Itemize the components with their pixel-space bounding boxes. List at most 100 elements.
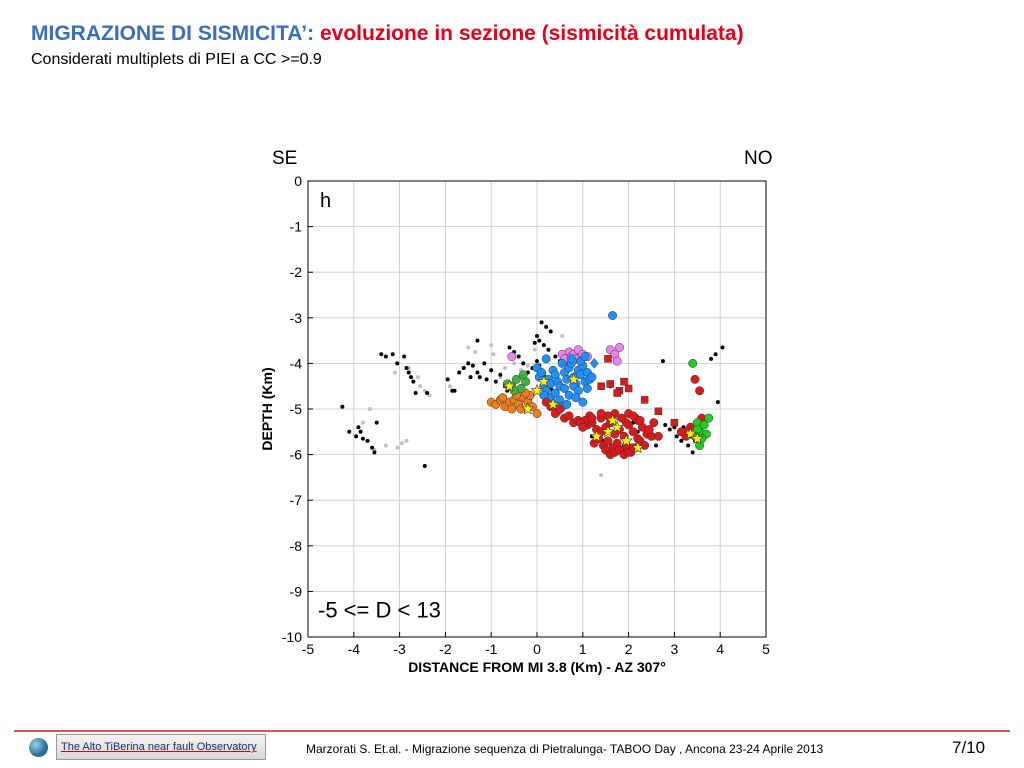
data-point <box>537 374 551 388</box>
data-point <box>587 413 597 423</box>
data-point <box>484 377 489 382</box>
y-tick-label: -2 <box>290 264 303 280</box>
data-point <box>578 397 588 407</box>
data-point <box>498 372 503 377</box>
data-point <box>709 356 714 361</box>
data-point <box>654 407 663 416</box>
data-point <box>713 352 718 357</box>
data-point <box>521 402 535 415</box>
data-point <box>679 438 684 443</box>
data-point <box>493 379 498 384</box>
data-point <box>475 338 480 343</box>
slide-title-main: MIGRAZIONE DI SISMICITA’: <box>31 22 315 45</box>
y-tick-label: -5 <box>290 401 303 417</box>
data-point <box>667 427 672 432</box>
data-point <box>619 434 633 447</box>
chart-ticks: -5 -4 -3 -2 -1 0 1 2 3 4 50-1-2-3-4-5-6-7-8-9-10 <box>282 173 770 657</box>
data-point <box>566 354 576 364</box>
data-point <box>604 355 612 363</box>
data-point <box>690 431 704 445</box>
data-point <box>601 425 615 438</box>
data-point <box>425 391 430 396</box>
data-point <box>418 384 423 389</box>
data-point <box>347 429 352 434</box>
slide-title-sub: evoluzione in sezione (sismicità cumulat… <box>319 22 744 45</box>
data-point <box>720 345 725 350</box>
data-point <box>422 464 427 468</box>
data-point <box>404 365 409 370</box>
data-point <box>413 391 418 396</box>
y-axis-label: DEPTH (Km) <box>259 367 275 450</box>
data-point <box>690 374 700 384</box>
data-point <box>660 359 665 364</box>
y-tick-label: -6 <box>290 447 303 463</box>
data-point <box>466 361 471 366</box>
data-point <box>489 368 494 373</box>
data-point <box>628 411 638 421</box>
data-point <box>635 415 645 425</box>
data-point <box>402 354 407 359</box>
data-point <box>372 450 377 455</box>
page-number: 7/10 <box>952 738 986 757</box>
data-point <box>452 388 457 393</box>
data-point <box>550 388 560 398</box>
data-point <box>468 375 473 380</box>
data-point <box>354 434 359 439</box>
data-point <box>475 370 480 375</box>
data-point <box>502 365 507 370</box>
data-point <box>518 370 528 380</box>
chart-grid <box>307 180 767 638</box>
data-point <box>521 361 526 366</box>
y-tick-label: -9 <box>290 583 303 599</box>
data-point <box>541 343 546 348</box>
y-tick-label: -1 <box>290 219 303 235</box>
data-point <box>631 441 645 454</box>
data-point <box>654 443 659 448</box>
x-tick-label: 3 <box>671 641 679 657</box>
chart-points <box>340 311 725 478</box>
y-tick-label: -8 <box>290 538 303 554</box>
data-point <box>358 429 363 434</box>
data-point <box>461 365 466 370</box>
data-point <box>532 409 542 419</box>
data-point <box>688 358 698 368</box>
data-point <box>415 375 420 380</box>
x-tick-label: -5 <box>302 641 315 657</box>
data-point <box>535 334 539 339</box>
data-point <box>406 370 411 375</box>
data-point <box>562 399 572 409</box>
y-tick-label: 0 <box>294 173 302 189</box>
footer-citation: Marzorati S. Et.al. - Migrazione sequenz… <box>306 742 824 756</box>
data-point <box>587 372 597 382</box>
data-point <box>404 438 409 443</box>
y-tick-label: -7 <box>290 492 303 508</box>
data-point <box>445 377 450 382</box>
data-point <box>557 358 567 368</box>
data-point <box>539 320 544 325</box>
data-point <box>491 352 496 357</box>
x-tick-label: 1 <box>579 641 587 657</box>
data-point <box>596 409 606 419</box>
footer-divider <box>14 730 1010 732</box>
data-point <box>578 422 588 432</box>
chart-annotation: -5 <= D < 13 <box>318 598 441 623</box>
data-point <box>599 473 604 478</box>
globe-logo-icon <box>29 738 48 757</box>
data-point <box>571 393 581 403</box>
data-point <box>399 441 404 446</box>
data-point <box>546 347 551 352</box>
data-point <box>507 352 517 362</box>
data-point <box>699 420 709 430</box>
data-point <box>541 354 551 364</box>
y-tick-label: -4 <box>290 355 303 371</box>
data-point <box>606 413 620 426</box>
data-point <box>532 347 537 352</box>
data-point <box>544 324 549 329</box>
data-point <box>560 384 569 393</box>
direction-label-se: SE <box>272 148 298 169</box>
slide-subtitle: Considerati multiplets di PIEI a CC >=0.… <box>31 51 322 68</box>
data-point <box>621 418 631 428</box>
data-point <box>614 342 624 352</box>
data-point <box>555 404 565 414</box>
data-point <box>589 357 599 369</box>
